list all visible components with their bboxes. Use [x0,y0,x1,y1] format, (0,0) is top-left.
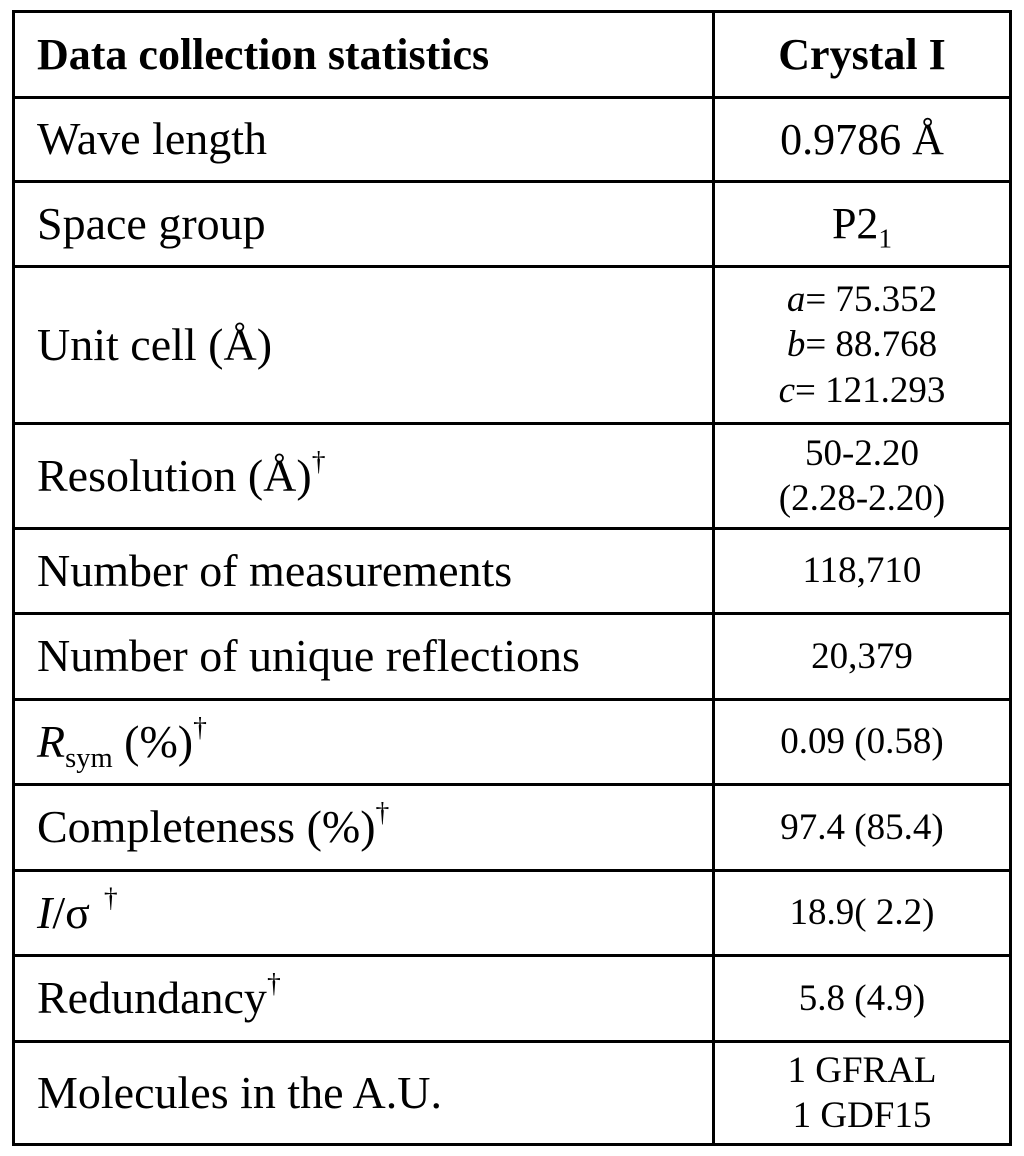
table-row: Completeness (%)† 97.4 (85.4) [12,783,1012,872]
data-collection-table: Data collection statistics Crystal I Wav… [12,10,1012,1146]
table-row: Wave length 0.9786 Å [12,96,1012,183]
row-label: Resolution (Å)† [12,422,715,530]
row-label: I/σ † [12,869,715,957]
dagger-mark: † [311,445,326,477]
row-value: 118,710 [712,527,1012,615]
header-value: Crystal I [712,10,1012,99]
row-value: 0.9786 Å [712,96,1012,183]
row-label: Number of unique reflections [12,612,715,701]
row-label: Molecules in the A.U. [12,1040,715,1146]
space-group-subscript: 1 [878,223,893,254]
table-row: Rsym (%)† 0.09 (0.58) [12,698,1012,786]
unit-cell-c: c= 121.293 [778,369,946,411]
header-label: Data collection statistics [12,10,715,99]
row-label: Redundancy† [12,954,715,1043]
row-value: 20,379 [712,612,1012,701]
table-row: Number of unique reflections 20,379 [12,612,1012,701]
row-value: 50-2.20 (2.28-2.20) [712,422,1012,530]
dagger-mark: † [103,882,118,914]
row-value: 1 GFRAL 1 GDF15 [712,1040,1012,1146]
row-label: Rsym (%)† [12,698,715,786]
space-group-main: P2 [831,199,879,249]
table-row: Molecules in the A.U. 1 GFRAL 1 GDF15 [12,1040,1012,1146]
row-label: Completeness (%)† [12,783,715,872]
row-value: 97.4 (85.4) [712,783,1012,872]
row-label: Number of measurements [12,527,715,615]
unit-cell-b: b= 88.768 [786,324,938,366]
row-value: 5.8 (4.9) [712,954,1012,1043]
table-row: Resolution (Å)† 50-2.20 (2.28-2.20) [12,422,1012,530]
table-header-row: Data collection statistics Crystal I [12,10,1012,99]
row-label: Wave length [12,96,715,183]
row-value: 0.09 (0.58) [712,698,1012,786]
table-row: Space group P21 [12,180,1012,268]
row-value: a= 75.352 b= 88.768 c= 121.293 [712,265,1012,425]
row-value: P21 [712,180,1012,268]
dagger-mark: † [193,711,207,743]
table-row: Redundancy† 5.8 (4.9) [12,954,1012,1043]
dagger-mark: † [375,796,390,828]
table-row: I/σ † 18.9( 2.2) [12,869,1012,957]
dagger-mark: † [266,967,281,999]
row-value: 18.9( 2.2) [712,869,1012,957]
table-row: Unit cell (Å) a= 75.352 b= 88.768 c= 121… [12,265,1012,425]
table-row: Number of measurements 118,710 [12,527,1012,615]
row-label: Space group [12,180,715,268]
row-label: Unit cell (Å) [12,265,715,425]
unit-cell-a: a= 75.352 [786,279,938,321]
